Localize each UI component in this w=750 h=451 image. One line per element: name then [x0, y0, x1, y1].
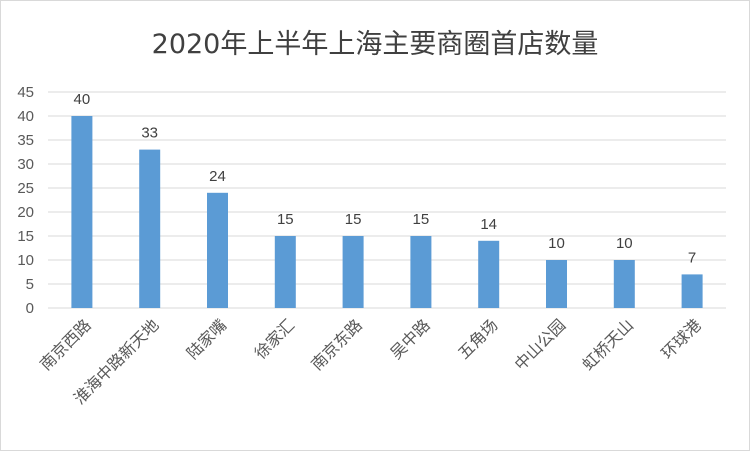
bar [71, 116, 93, 308]
category-label: 南京东路 [307, 315, 366, 374]
data-label: 33 [141, 125, 158, 142]
data-label: 15 [345, 211, 362, 228]
data-label: 15 [413, 211, 430, 228]
bar [478, 240, 500, 308]
data-label: 7 [688, 249, 696, 266]
y-tick-label: 10 [17, 252, 34, 269]
category-label: 五角场 [454, 315, 501, 362]
data-label: 10 [548, 235, 565, 252]
bar [274, 236, 296, 308]
gridlines [48, 91, 726, 309]
category-label: 吴中路 [386, 315, 433, 362]
data-labels: 40 33 24 15 15 15 14 10 10 7 [74, 91, 697, 266]
y-tick-label: 25 [17, 180, 34, 197]
category-label: 陆家嘴 [183, 315, 230, 362]
data-label: 10 [616, 235, 633, 252]
bar [613, 260, 635, 308]
bar [681, 274, 703, 308]
data-label: 14 [480, 216, 497, 233]
bars [71, 116, 703, 308]
category-label: 环球港 [658, 315, 705, 362]
bar [139, 149, 161, 308]
category-label: 虹桥天山 [578, 315, 637, 374]
bar [342, 236, 364, 308]
y-tick-label: 5 [26, 276, 34, 293]
y-tick-label: 45 [17, 84, 34, 101]
category-label: 南京西路 [36, 315, 95, 374]
bar [410, 236, 432, 308]
data-label: 40 [74, 91, 91, 108]
chart-title: 2020年上半年上海主要商圈首店数量 [151, 29, 599, 60]
y-tick-label: 15 [17, 228, 34, 245]
y-tick-label: 20 [17, 204, 34, 221]
category-label: 中山公园 [511, 315, 570, 374]
bar [207, 192, 228, 308]
y-tick-label: 0 [26, 300, 34, 317]
y-tick-label: 35 [17, 132, 34, 149]
y-axis-ticks: 0 5 10 15 20 25 30 35 40 45 [17, 84, 34, 317]
y-tick-label: 30 [17, 156, 34, 173]
y-tick-label: 40 [17, 108, 34, 125]
bar [546, 260, 567, 308]
data-label: 24 [209, 168, 226, 185]
category-label: 徐家汇 [251, 315, 298, 362]
data-label: 15 [277, 211, 294, 228]
